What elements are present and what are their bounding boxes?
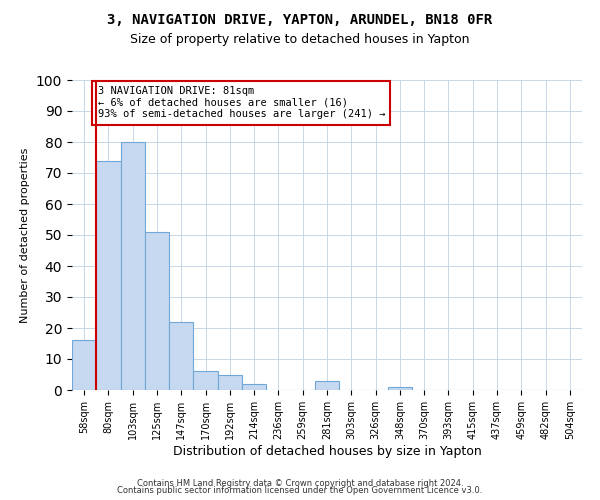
X-axis label: Distribution of detached houses by size in Yapton: Distribution of detached houses by size … <box>173 444 481 458</box>
Text: 3 NAVIGATION DRIVE: 81sqm
← 6% of detached houses are smaller (16)
93% of semi-d: 3 NAVIGATION DRIVE: 81sqm ← 6% of detach… <box>97 86 385 120</box>
Text: 3, NAVIGATION DRIVE, YAPTON, ARUNDEL, BN18 0FR: 3, NAVIGATION DRIVE, YAPTON, ARUNDEL, BN… <box>107 12 493 26</box>
Bar <box>169 322 193 390</box>
Bar <box>72 340 96 390</box>
Bar <box>218 374 242 390</box>
Bar <box>145 232 169 390</box>
Bar <box>388 387 412 390</box>
Bar <box>242 384 266 390</box>
Text: Contains HM Land Registry data © Crown copyright and database right 2024.: Contains HM Land Registry data © Crown c… <box>137 478 463 488</box>
Y-axis label: Number of detached properties: Number of detached properties <box>20 148 31 322</box>
Bar <box>315 380 339 390</box>
Bar <box>96 160 121 390</box>
Text: Contains public sector information licensed under the Open Government Licence v3: Contains public sector information licen… <box>118 486 482 495</box>
Bar <box>121 142 145 390</box>
Text: Size of property relative to detached houses in Yapton: Size of property relative to detached ho… <box>130 32 470 46</box>
Bar <box>193 372 218 390</box>
